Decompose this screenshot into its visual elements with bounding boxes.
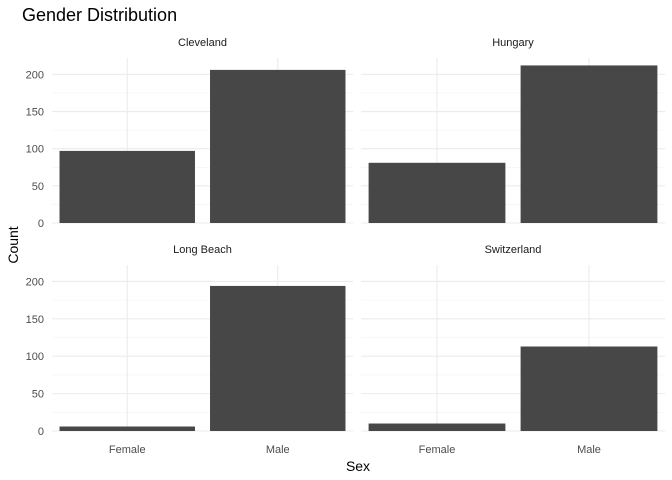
- y-tick-label: 200: [26, 276, 44, 288]
- y-tick-label: 200: [26, 69, 44, 81]
- x-tick-label: Female: [109, 444, 146, 456]
- facet-label: Hungary: [492, 37, 534, 49]
- x-tick-label: Male: [577, 444, 601, 456]
- y-tick-label: 50: [32, 181, 44, 193]
- y-tick-label: 0: [38, 218, 44, 230]
- facet-hungary: Hungary: [361, 37, 665, 224]
- facet-long-beach: Long Beach 0 50 100 150 200 Female Male: [26, 244, 353, 456]
- facet-grid: Cleveland 0 50 100 150 200 Hungary Long Beach 0 5…: [26, 37, 665, 456]
- bar-switzerland-male: [520, 346, 658, 431]
- bar-long-beach-male: [210, 285, 346, 431]
- bar-long-beach-female: [59, 426, 195, 431]
- x-tick-label: Female: [419, 444, 456, 456]
- bar-hungary-female: [368, 162, 506, 223]
- y-tick-label: 100: [26, 144, 44, 156]
- bar-hungary-male: [520, 65, 658, 223]
- bar-switzerland-female: [368, 423, 506, 431]
- facet-cleveland: Cleveland 0 50 100 150 200: [26, 37, 353, 230]
- bar-cleveland-male: [210, 69, 346, 223]
- y-axis-title: Count: [5, 226, 21, 263]
- chart-title: Gender Distribution: [22, 5, 177, 25]
- bar-cleveland-female: [59, 150, 195, 223]
- x-axis-title: Sex: [346, 458, 370, 474]
- x-tick-label: Male: [266, 444, 290, 456]
- facet-switzerland: Switzerland Female Male: [361, 244, 665, 456]
- facet-label: Switzerland: [485, 244, 542, 256]
- y-tick-label: 150: [26, 107, 44, 119]
- facet-label: Cleveland: [178, 37, 227, 49]
- y-tick-label: 100: [26, 351, 44, 363]
- y-tick-label: 0: [38, 426, 44, 438]
- facet-label: Long Beach: [173, 244, 232, 256]
- y-tick-label: 50: [32, 389, 44, 401]
- y-tick-label: 150: [26, 314, 44, 326]
